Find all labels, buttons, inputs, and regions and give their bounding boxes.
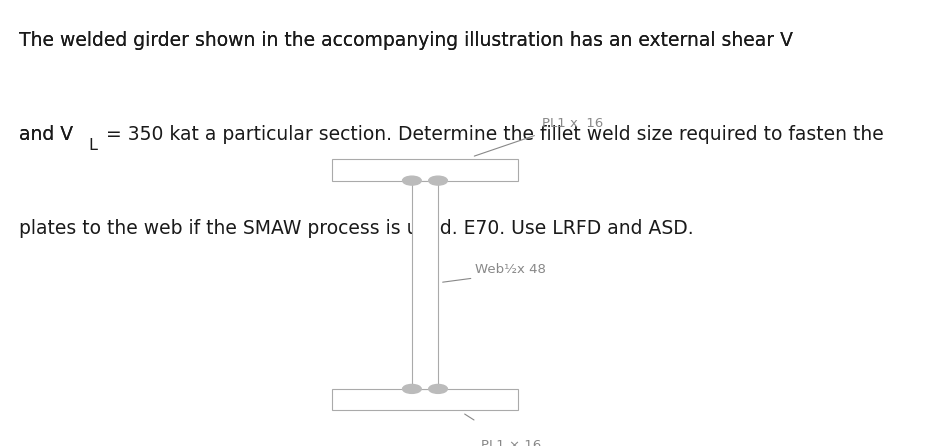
Text: L: L: [89, 138, 97, 153]
Text: The welded girder shown in the accompanying illustration has an external shear V: The welded girder shown in the accompany…: [19, 31, 793, 50]
Circle shape: [403, 384, 421, 393]
Text: and V: and V: [19, 125, 73, 144]
Circle shape: [429, 384, 447, 393]
Text: PL1 x  16: PL1 x 16: [542, 117, 603, 130]
Text: = 350 kat a particular section. Determine the fillet weld size required to faste: = 350 kat a particular section. Determin…: [100, 125, 884, 144]
Text: Web½x 48: Web½x 48: [475, 263, 546, 276]
Text: and V: and V: [19, 125, 73, 144]
Bar: [332, 159, 518, 181]
Bar: [412, 181, 438, 389]
Text: PL1 × 16: PL1 × 16: [481, 439, 542, 446]
Bar: [332, 389, 518, 410]
Circle shape: [403, 176, 421, 185]
Text: plates to the web if the SMAW process is used. E70. Use LRFD and ASD.: plates to the web if the SMAW process is…: [19, 219, 693, 238]
Circle shape: [429, 176, 447, 185]
Text: The welded girder shown in the accompanying illustration has an external shear V: The welded girder shown in the accompany…: [19, 31, 793, 50]
